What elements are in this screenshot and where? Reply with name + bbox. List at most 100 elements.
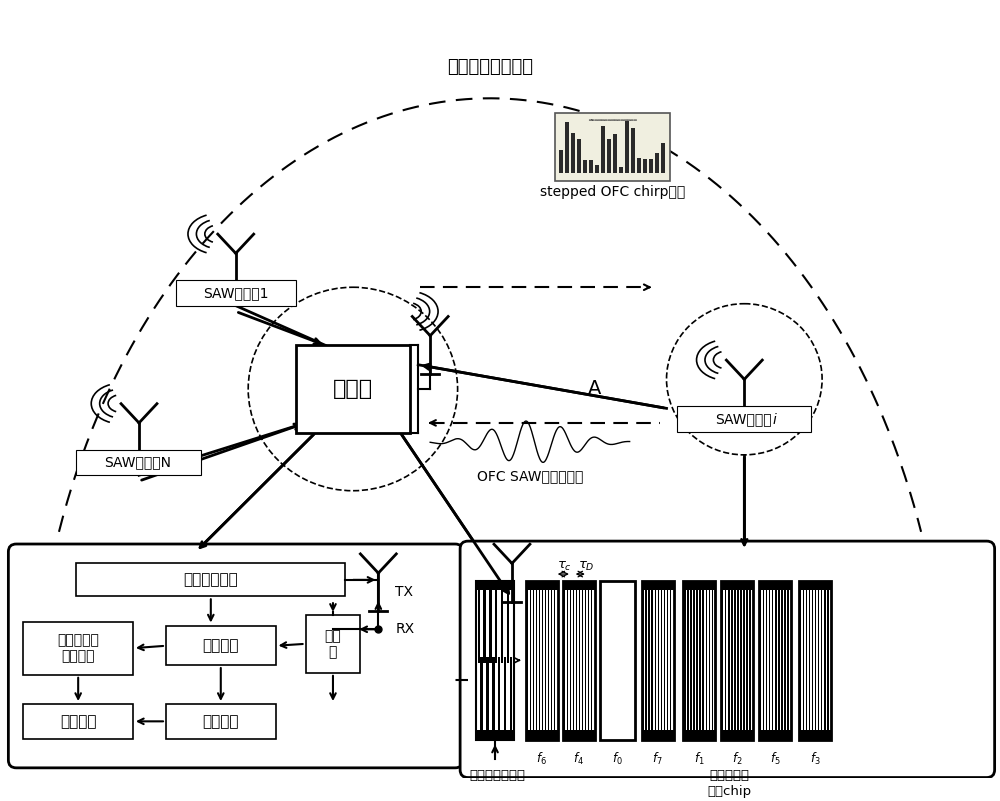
- Bar: [542, 590, 543, 731]
- Bar: [645, 590, 647, 731]
- Text: $f_{5}$: $f_{5}$: [770, 751, 781, 767]
- Bar: [772, 590, 773, 731]
- Text: $f_{3}$: $f_{3}$: [810, 751, 820, 767]
- Bar: [746, 590, 748, 731]
- Text: SAW传感器1: SAW传感器1: [203, 286, 268, 300]
- Bar: [501, 590, 503, 663]
- Bar: [559, 150, 563, 173]
- Bar: [23, 622, 133, 674]
- Bar: [787, 590, 789, 731]
- Bar: [642, 590, 644, 731]
- Bar: [533, 590, 534, 731]
- Text: stepped OFC chirp信号: stepped OFC chirp信号: [540, 185, 685, 199]
- Bar: [76, 450, 201, 475]
- Bar: [737, 590, 739, 731]
- Bar: [306, 614, 360, 673]
- Text: 相关运算: 相关运算: [203, 638, 239, 654]
- Bar: [551, 590, 552, 731]
- Bar: [526, 731, 558, 740]
- Bar: [702, 590, 704, 731]
- Bar: [595, 165, 599, 173]
- Bar: [760, 590, 761, 731]
- Bar: [498, 657, 500, 731]
- Text: $f_{7}$: $f_{7}$: [652, 751, 663, 767]
- Bar: [766, 590, 767, 731]
- Bar: [642, 581, 674, 740]
- Bar: [806, 590, 807, 731]
- Text: 单向叉指换能器: 单向叉指换能器: [469, 769, 525, 782]
- Bar: [690, 590, 692, 731]
- Bar: [483, 590, 486, 663]
- Bar: [600, 731, 635, 740]
- Bar: [507, 590, 509, 663]
- Bar: [476, 581, 514, 590]
- Bar: [637, 158, 641, 173]
- Bar: [759, 581, 791, 590]
- Bar: [613, 134, 617, 173]
- Bar: [563, 581, 595, 740]
- Text: RX: RX: [395, 622, 414, 636]
- Text: SAW传感器: SAW传感器: [715, 412, 772, 426]
- Bar: [800, 590, 801, 731]
- FancyBboxPatch shape: [460, 541, 995, 778]
- Bar: [743, 590, 745, 731]
- Bar: [649, 159, 653, 173]
- Bar: [571, 133, 575, 173]
- Bar: [799, 581, 831, 590]
- Bar: [651, 590, 653, 731]
- Bar: [567, 590, 568, 731]
- Bar: [577, 139, 581, 173]
- Text: $f_{2}$: $f_{2}$: [732, 751, 743, 767]
- Bar: [486, 657, 489, 731]
- Bar: [495, 590, 497, 663]
- Bar: [684, 590, 686, 731]
- Bar: [721, 731, 753, 740]
- Bar: [799, 731, 831, 740]
- Text: $\tau_c$: $\tau_c$: [557, 560, 572, 573]
- Bar: [821, 590, 822, 731]
- Bar: [740, 590, 742, 731]
- Bar: [781, 590, 783, 731]
- Bar: [706, 590, 707, 731]
- Bar: [763, 590, 764, 731]
- Bar: [721, 581, 753, 590]
- Text: 阅读器: 阅读器: [333, 379, 373, 399]
- Bar: [648, 590, 650, 731]
- Bar: [480, 657, 483, 731]
- Bar: [667, 590, 668, 731]
- Bar: [655, 590, 656, 731]
- Bar: [725, 590, 726, 731]
- Text: $i$: $i$: [772, 412, 778, 426]
- Text: $f_{4}$: $f_{4}$: [573, 751, 584, 767]
- Bar: [582, 590, 583, 731]
- Bar: [687, 590, 689, 731]
- FancyBboxPatch shape: [8, 544, 463, 768]
- Bar: [576, 590, 577, 731]
- Bar: [583, 160, 587, 173]
- Bar: [591, 590, 592, 731]
- Bar: [643, 159, 647, 173]
- Bar: [526, 581, 558, 740]
- Bar: [489, 590, 492, 663]
- Bar: [709, 590, 710, 731]
- Bar: [563, 581, 595, 590]
- Bar: [818, 590, 819, 731]
- Text: 频偏估计: 频偏估计: [203, 714, 239, 729]
- Text: TX: TX: [395, 586, 413, 599]
- Bar: [548, 590, 549, 731]
- Bar: [600, 581, 635, 740]
- Bar: [799, 581, 831, 740]
- Bar: [749, 590, 751, 731]
- Bar: [642, 731, 674, 740]
- Bar: [827, 590, 829, 731]
- Bar: [539, 590, 540, 731]
- Bar: [166, 704, 276, 739]
- Bar: [76, 563, 345, 596]
- Bar: [683, 581, 715, 740]
- Text: 多用户检测
（解码）: 多用户检测 （解码）: [57, 633, 99, 663]
- Bar: [554, 590, 555, 731]
- Bar: [812, 590, 813, 731]
- Text: 温度检测: 温度检测: [60, 714, 96, 729]
- Bar: [166, 626, 276, 665]
- Bar: [601, 126, 605, 173]
